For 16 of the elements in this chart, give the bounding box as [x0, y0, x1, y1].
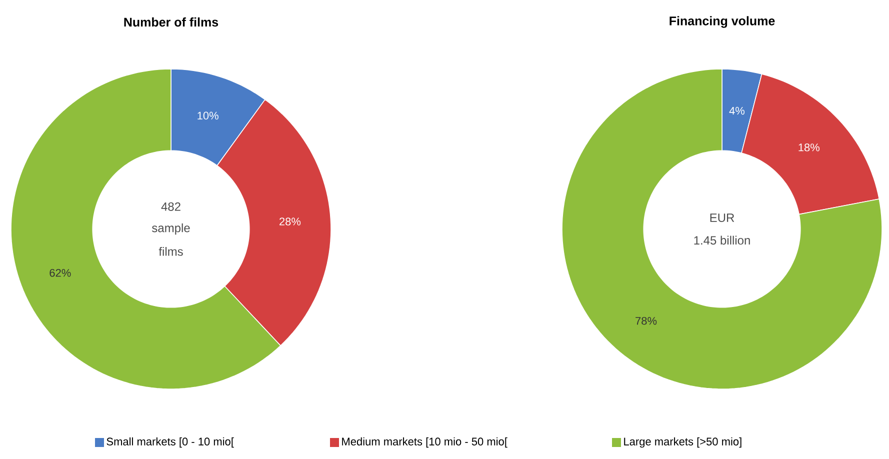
legend-label: Medium markets [10 mio - 50 mio[	[342, 437, 508, 448]
text: sample	[152, 223, 190, 235]
legend-label: Large markets [>50 mio]	[624, 437, 742, 448]
data-label: 78%	[636, 316, 657, 325]
chart-title: Financing volume	[670, 16, 775, 28]
legend-label: Small markets [0 - 10 mio[	[106, 437, 234, 448]
text: 1.45 billion	[694, 236, 750, 245]
data-label: 10%	[198, 112, 218, 120]
text: 482	[161, 202, 180, 211]
data-label: 62%	[50, 269, 71, 277]
data-label: 4%	[729, 106, 744, 115]
data-label: 18%	[798, 144, 820, 152]
text: EUR	[710, 214, 734, 222]
chart-title: Number of films	[124, 17, 218, 27]
data-label: 28%	[280, 218, 301, 226]
text: films	[158, 247, 183, 256]
